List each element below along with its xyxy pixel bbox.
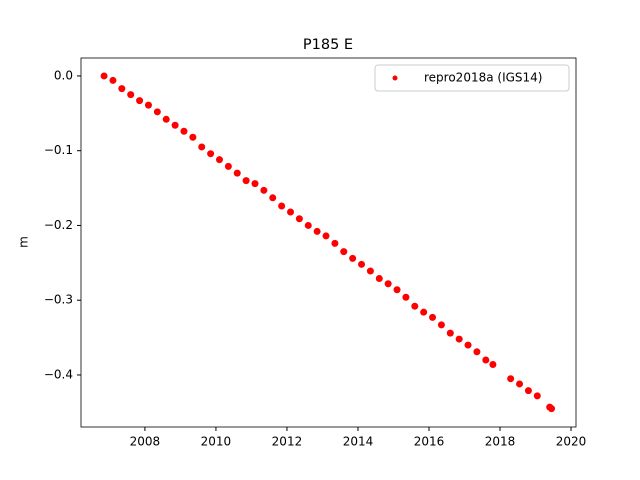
data-point — [180, 127, 188, 135]
data-point — [464, 341, 472, 349]
data-point — [287, 208, 295, 216]
data-point — [384, 280, 392, 288]
data-point — [446, 329, 454, 337]
data-point — [366, 267, 374, 275]
data-point — [375, 275, 383, 283]
x-tick-label: 2008 — [130, 435, 161, 449]
data-point — [153, 108, 161, 116]
data-point — [402, 293, 410, 301]
data-point — [524, 387, 532, 395]
data-point — [136, 97, 144, 105]
data-point — [516, 380, 524, 388]
data-point — [224, 162, 232, 170]
legend-box — [374, 64, 570, 92]
data-point — [207, 150, 215, 158]
data-point — [295, 215, 303, 223]
data-point — [127, 91, 135, 99]
data-point — [251, 180, 259, 188]
data-point — [242, 177, 250, 185]
data-point — [507, 375, 515, 383]
x-tick-label: 2010 — [201, 435, 232, 449]
data-point — [109, 76, 117, 84]
legend-label: repro2018a (IGS14) — [424, 71, 542, 85]
x-tick-label: 2012 — [272, 435, 303, 449]
data-point — [278, 202, 286, 210]
data-point — [340, 248, 348, 256]
data-point — [198, 143, 206, 151]
data-point — [429, 313, 437, 321]
y-axis-label: m — [17, 236, 31, 248]
y-tick-label: −0.4 — [44, 367, 73, 381]
data-point — [304, 221, 312, 229]
y-tick-label: −0.1 — [44, 143, 73, 157]
data-point — [260, 186, 268, 194]
data-point — [189, 133, 197, 141]
data-point — [473, 348, 481, 356]
data-point — [349, 254, 357, 262]
data-point — [215, 156, 223, 164]
x-tick-label: 2020 — [556, 435, 587, 449]
x-tick-label: 2014 — [343, 435, 374, 449]
x-tick-label: 2018 — [485, 435, 516, 449]
legend-marker — [392, 75, 398, 81]
data-point — [171, 121, 179, 129]
data-point — [269, 194, 277, 202]
data-point — [437, 321, 445, 329]
data-point — [118, 85, 126, 93]
data-point — [162, 115, 170, 123]
data-point — [482, 356, 490, 364]
data-point — [420, 308, 428, 316]
data-point — [313, 227, 321, 235]
data-point — [358, 260, 366, 268]
data-point — [455, 335, 463, 343]
y-tick-label: −0.3 — [44, 293, 73, 307]
data-point — [411, 302, 419, 310]
data-point — [533, 392, 541, 400]
data-point — [233, 169, 241, 177]
y-tick-label: −0.2 — [44, 218, 73, 232]
data-point — [331, 239, 339, 247]
data-point — [547, 405, 555, 413]
y-tick-label: 0.0 — [54, 68, 73, 82]
chart-title: P185 E — [303, 37, 353, 53]
x-tick-label: 2016 — [414, 435, 445, 449]
data-point — [489, 361, 497, 369]
plot-frame — [80, 57, 577, 428]
data-point — [100, 72, 108, 80]
data-point — [393, 286, 401, 294]
data-point — [322, 232, 330, 240]
data-point — [144, 101, 152, 109]
